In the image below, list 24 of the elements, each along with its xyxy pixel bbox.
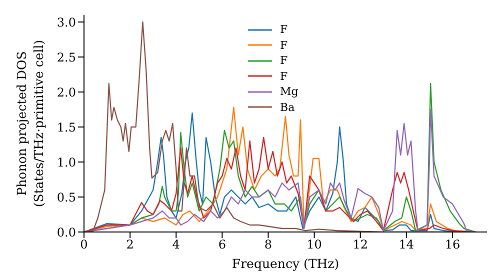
legend-label: Mg — [280, 84, 298, 100]
y-tick-label: 0.0 — [56, 225, 76, 240]
x-tick-label: 10 — [306, 238, 322, 252]
x-tick-label: 2 — [126, 238, 134, 252]
legend-label: F — [280, 38, 288, 53]
x-axis-title: Frequency (THz) — [232, 256, 340, 271]
x-tick-label: 12 — [352, 238, 368, 252]
legend-label: F — [280, 68, 288, 84]
y-axis-title: Phonon projected DOS (States/THz·primitive cell) — [14, 40, 46, 208]
y-tick-label: 3.0 — [56, 15, 76, 30]
y-tick-label: 1.0 — [56, 155, 76, 170]
y-tick-label: 0.5 — [56, 190, 76, 204]
legend-label: F — [280, 53, 288, 68]
legend-label: Ba — [280, 100, 295, 115]
x-tick-label: 8 — [264, 238, 272, 252]
x-tick-label: 0 — [80, 238, 88, 252]
y-tick-label: 1.5 — [56, 120, 76, 134]
x-tick-label: 16 — [444, 238, 460, 252]
y-tick-label: 2.5 — [56, 50, 76, 64]
x-tick-label: 4 — [172, 238, 180, 252]
y-tick-label: 2.0 — [56, 85, 76, 100]
x-tick-label: 6 — [218, 238, 226, 252]
x-tick-label: 14 — [398, 238, 414, 252]
legend-label: F — [280, 22, 288, 38]
